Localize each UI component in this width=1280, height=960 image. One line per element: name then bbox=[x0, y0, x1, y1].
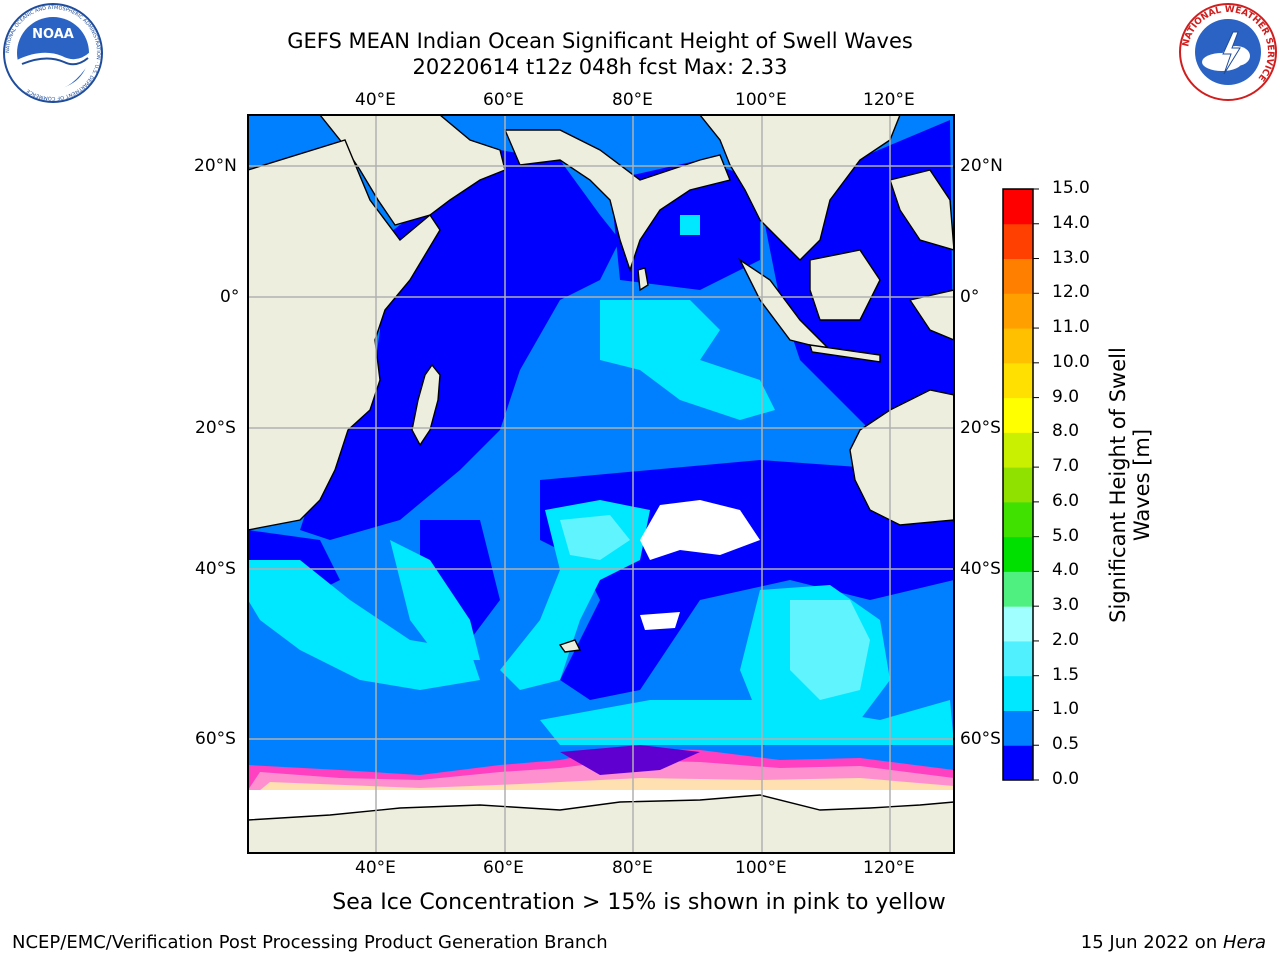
colorbar-tick-label: 5.0 bbox=[1052, 525, 1080, 546]
lon-label-bottom-80e: 80°E bbox=[612, 858, 653, 878]
lat-label-left-20s: 20°S bbox=[195, 418, 236, 438]
colorbar-tick-label: 14.0 bbox=[1052, 212, 1090, 233]
colorbar-tick-label: 15.0 bbox=[1052, 178, 1090, 198]
lat-label-right-40s: 40°S bbox=[960, 559, 1001, 579]
lat-label-right-20n: 20°N bbox=[960, 156, 1003, 176]
lat-label-left-40s: 40°S bbox=[195, 559, 236, 579]
colorbar-segment bbox=[1003, 432, 1033, 468]
colorbar-segment bbox=[1003, 745, 1033, 781]
colorbar-segment bbox=[1003, 293, 1033, 329]
sea-ice-caption: Sea Ice Concentration > 15% is shown in … bbox=[332, 890, 946, 915]
colorbar-segment bbox=[1003, 258, 1033, 294]
noaa-logo-text: NOAA bbox=[32, 27, 74, 42]
colorbar-tick-label: 4.0 bbox=[1052, 560, 1080, 581]
colorbar-segment bbox=[1003, 640, 1033, 677]
lat-label-right-20s: 20°S bbox=[960, 418, 1001, 438]
colorbar-tick-label: 7.0 bbox=[1052, 456, 1080, 477]
colorbar-segment bbox=[1003, 606, 1033, 642]
colorbar-segment bbox=[1003, 675, 1033, 711]
footer-host: Hera bbox=[1222, 932, 1266, 953]
lon-label-top-60e: 60°E bbox=[483, 90, 524, 110]
colorbar-segment bbox=[1003, 536, 1033, 572]
colorbar-segment bbox=[1003, 501, 1033, 538]
colorbar-segment bbox=[1003, 189, 1033, 225]
graticule bbox=[248, 115, 954, 853]
colorbar-segment bbox=[1003, 362, 1033, 399]
lon-label-top-100e: 100°E bbox=[735, 90, 787, 110]
colorbar-tick-label: 1.5 bbox=[1052, 664, 1080, 685]
colorbar-tick-label: 12.0 bbox=[1052, 282, 1090, 303]
colorbar-segment bbox=[1003, 571, 1033, 607]
colorbar-tick-label: 2.0 bbox=[1052, 629, 1080, 650]
footer-timestamp: 15 Jun 2022 on Hera bbox=[1081, 932, 1266, 953]
colorbar bbox=[1003, 189, 1033, 781]
footer-date: 15 Jun 2022 on bbox=[1080, 932, 1223, 953]
lon-label-top-80e: 80°E bbox=[612, 90, 653, 110]
colorbar-segment bbox=[1003, 223, 1033, 260]
colorbar-segment bbox=[1003, 328, 1033, 364]
lon-label-top-120e: 120°E bbox=[863, 90, 915, 110]
nws-logo: NATIONAL WEATHER SERVICE bbox=[1179, 3, 1277, 101]
lat-label-left-20n: 20°N bbox=[194, 156, 237, 176]
chart-title-line1: GEFS MEAN Indian Ocean Significant Heigh… bbox=[287, 29, 913, 53]
lon-label-bottom-60e: 60°E bbox=[483, 858, 524, 878]
lon-label-bottom-120e: 120°E bbox=[863, 858, 915, 878]
colorbar-tick-label: 3.0 bbox=[1052, 595, 1080, 616]
colorbar-tick-label: 8.0 bbox=[1052, 421, 1080, 442]
lat-label-left-0: 0° bbox=[220, 287, 240, 307]
colorbar-label: Significant Height of Swell Waves [m] bbox=[1106, 347, 1154, 623]
lon-label-bottom-40e: 40°E bbox=[355, 858, 396, 878]
colorbar-tick-label: 13.0 bbox=[1052, 247, 1090, 268]
colorbar-tick-label: 0.5 bbox=[1052, 734, 1080, 755]
footer-credit: NCEP/EMC/Verification Post Processing Pr… bbox=[12, 932, 608, 953]
lat-label-left-60s: 60°S bbox=[195, 729, 236, 749]
colorbar-tick-label: 9.0 bbox=[1052, 386, 1080, 407]
colorbar-tick-label: 10.0 bbox=[1052, 351, 1090, 372]
lat-label-right-60s: 60°S bbox=[960, 729, 1001, 749]
colorbar-tick-label: 11.0 bbox=[1052, 317, 1090, 338]
colorbar-segment bbox=[1003, 467, 1033, 503]
lat-label-right-0: 0° bbox=[960, 287, 980, 307]
colorbar-segment bbox=[1003, 710, 1033, 746]
colorbar-segment bbox=[1003, 397, 1033, 433]
no-data-patch bbox=[640, 500, 760, 560]
lon-label-top-40e: 40°E bbox=[355, 90, 396, 110]
colorbar-tick-label: 6.0 bbox=[1052, 490, 1080, 511]
swell-high-regions bbox=[560, 515, 870, 700]
noaa-logo: NOAA NATIONAL OCEANIC AND ATMOSPHERIC AD… bbox=[3, 3, 103, 103]
colorbar-tick-label: 0.0 bbox=[1052, 769, 1080, 789]
lon-label-bottom-100e: 100°E bbox=[735, 858, 787, 878]
colorbar-tick-label: 1.0 bbox=[1052, 699, 1080, 720]
map-frame bbox=[247, 114, 955, 854]
chart-title-line2: 20220614 t12z 048h fcst Max: 2.33 bbox=[412, 55, 788, 79]
